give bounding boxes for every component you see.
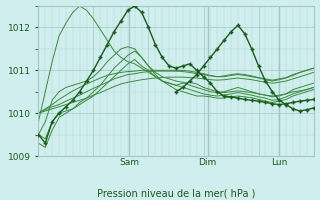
Text: Pression niveau de la mer( hPa ): Pression niveau de la mer( hPa ) xyxy=(97,189,255,199)
Text: Lun: Lun xyxy=(271,158,287,167)
Text: Sam: Sam xyxy=(119,158,139,167)
Text: Dim: Dim xyxy=(198,158,217,167)
